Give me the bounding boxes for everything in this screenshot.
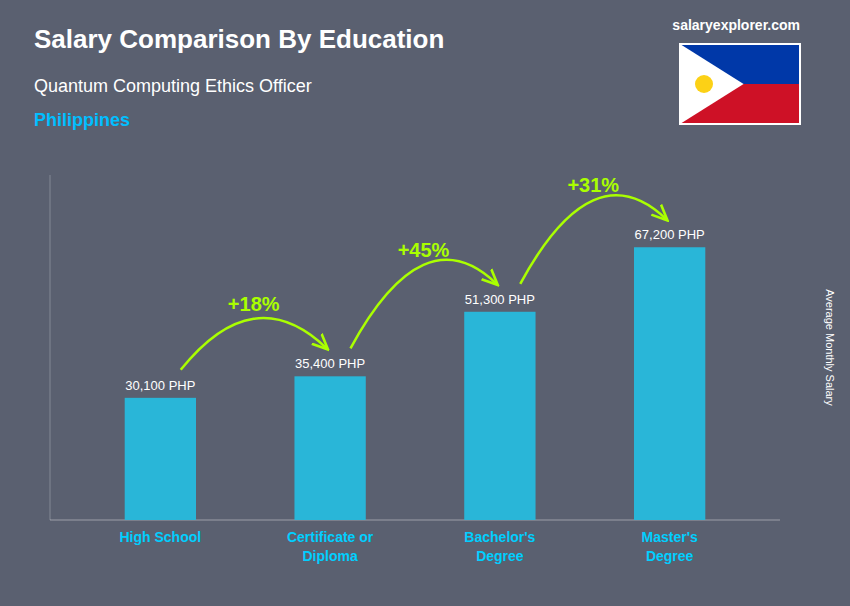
x-tick-label-line: Degree: [646, 548, 694, 564]
chart-svg: Salary Comparison By Education Quantum Co…: [0, 0, 850, 606]
bar: [634, 247, 705, 520]
chart-container: Salary Comparison By Education Quantum Co…: [0, 0, 850, 606]
bar: [294, 376, 365, 520]
x-tick-label: Bachelor's Degree: [464, 529, 535, 564]
flag: [680, 44, 800, 124]
value-label: 67,200 PHP: [635, 227, 705, 242]
bars: [125, 247, 706, 520]
x-tick-label: Certificate or Diploma: [287, 529, 374, 564]
x-tick-label-line: Diploma: [302, 548, 357, 564]
x-tick-label-line: Bachelor's: [464, 529, 535, 545]
x-tick-label-line: Master's: [642, 529, 698, 545]
y-axis-label: Average Monthly Salary: [824, 289, 836, 406]
change-label: +18%: [228, 293, 280, 315]
title: Salary Comparison By Education: [34, 24, 444, 54]
value-label: 35,400 PHP: [295, 356, 365, 371]
change-label: +45%: [398, 239, 450, 261]
subtitle: Quantum Computing Ethics Officer: [34, 76, 312, 96]
watermark: salaryexplorer.com: [672, 17, 800, 33]
bar: [464, 312, 535, 520]
x-tick-label-line: Certificate or: [287, 529, 374, 545]
change-label: +31%: [567, 174, 619, 196]
change-arrow: [350, 260, 496, 348]
x-tick-label-line: Degree: [476, 548, 524, 564]
flag-border: [680, 44, 800, 124]
y-axis-line: [50, 175, 51, 520]
value-label: 30,100 PHP: [125, 378, 195, 393]
bar: [125, 398, 196, 520]
flag-sun: [695, 75, 713, 93]
change-arrow: [520, 195, 666, 283]
x-tick-label: High School: [120, 529, 202, 545]
country: Philippines: [34, 110, 130, 130]
x-tick-label-line: High School: [120, 529, 202, 545]
background: [0, 0, 850, 606]
x-tick-label: Master's Degree: [642, 529, 698, 564]
change-arrow: [181, 318, 327, 370]
flag-triangle: [680, 44, 744, 124]
value-label: 51,300 PHP: [465, 292, 535, 307]
